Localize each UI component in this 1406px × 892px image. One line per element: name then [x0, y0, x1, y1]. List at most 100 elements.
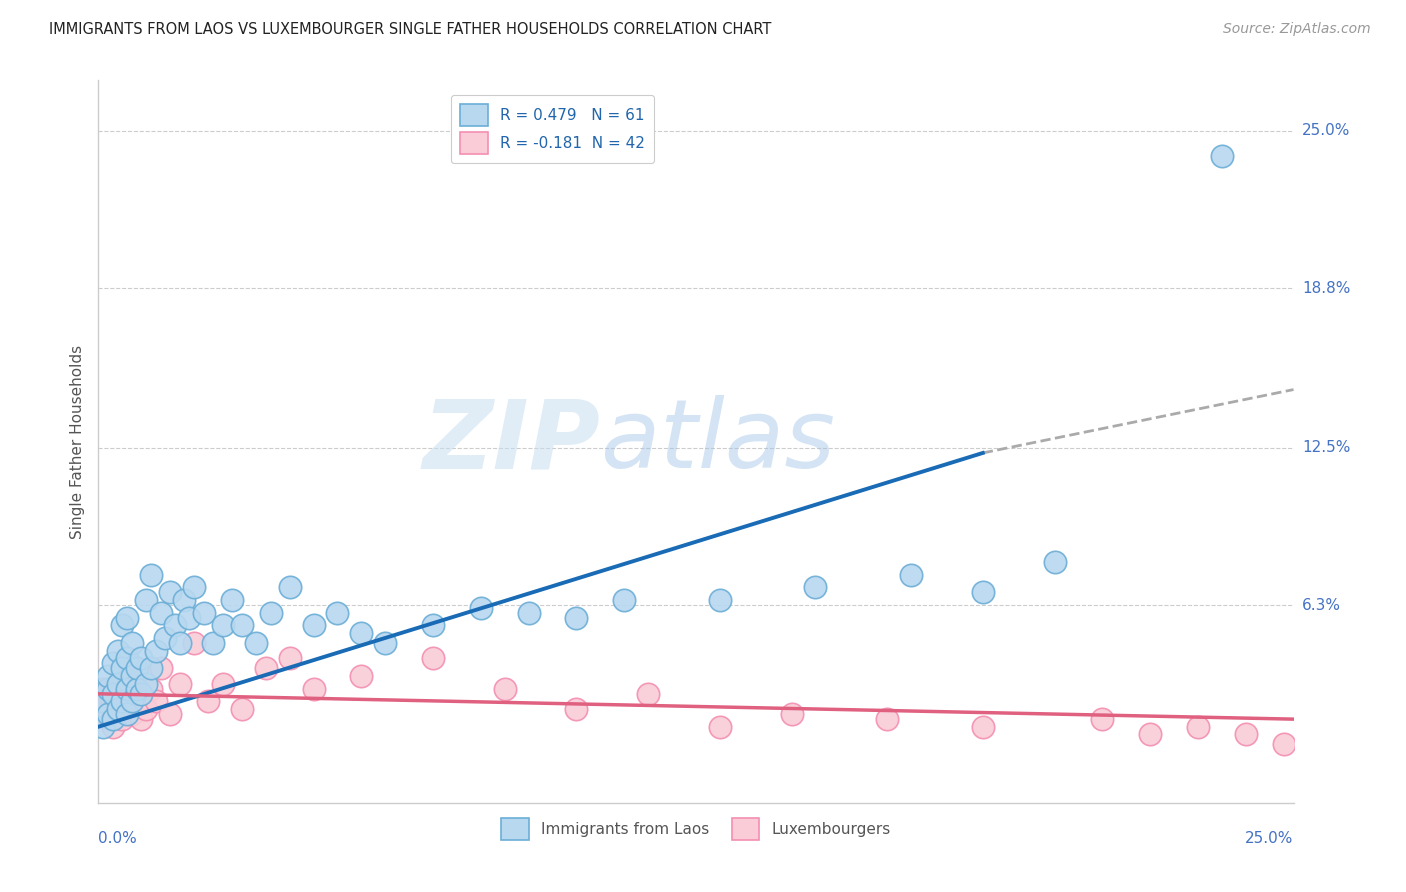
Point — [121, 707, 143, 722]
Point — [278, 580, 301, 594]
Point — [159, 585, 181, 599]
Point — [709, 720, 731, 734]
Point — [115, 707, 138, 722]
Point — [121, 636, 143, 650]
Point — [139, 681, 162, 696]
Point — [107, 702, 129, 716]
Point — [121, 669, 143, 683]
Point — [183, 580, 205, 594]
Point — [245, 636, 267, 650]
Text: 18.8%: 18.8% — [1302, 281, 1350, 295]
Point — [326, 606, 349, 620]
Text: Source: ZipAtlas.com: Source: ZipAtlas.com — [1223, 22, 1371, 37]
Text: 25.0%: 25.0% — [1246, 830, 1294, 846]
Point — [149, 661, 172, 675]
Point — [163, 618, 186, 632]
Point — [780, 707, 803, 722]
Point — [637, 687, 659, 701]
Point — [107, 643, 129, 657]
Point — [139, 567, 162, 582]
Point — [111, 712, 134, 726]
Point — [139, 661, 162, 675]
Point — [97, 687, 120, 701]
Point — [111, 661, 134, 675]
Text: 25.0%: 25.0% — [1302, 123, 1350, 138]
Point — [107, 707, 129, 722]
Point — [155, 631, 177, 645]
Point — [231, 702, 253, 716]
Point — [101, 657, 124, 671]
Text: 6.3%: 6.3% — [1302, 598, 1341, 613]
Point — [101, 720, 124, 734]
Text: IMMIGRANTS FROM LAOS VS LUXEMBOURGER SINGLE FATHER HOUSEHOLDS CORRELATION CHART: IMMIGRANTS FROM LAOS VS LUXEMBOURGER SIN… — [49, 22, 772, 37]
Point — [565, 611, 588, 625]
Point — [804, 580, 827, 594]
Point — [125, 681, 148, 696]
Point — [107, 676, 129, 690]
Point — [1187, 720, 1209, 734]
Point — [97, 681, 120, 696]
Point — [115, 669, 138, 683]
Point — [374, 636, 396, 650]
Point — [115, 651, 138, 665]
Point — [422, 618, 444, 632]
Point — [254, 661, 277, 675]
Point — [97, 712, 120, 726]
Point — [1139, 727, 1161, 741]
Point — [107, 676, 129, 690]
Point — [211, 618, 233, 632]
Point — [121, 694, 143, 708]
Point — [1234, 727, 1257, 741]
Point — [517, 606, 540, 620]
Point — [97, 669, 120, 683]
Point — [302, 618, 325, 632]
Point — [197, 694, 219, 708]
Point — [101, 712, 124, 726]
Point — [876, 712, 898, 726]
Point — [135, 676, 157, 690]
Point — [350, 626, 373, 640]
Point — [145, 694, 167, 708]
Point — [159, 707, 181, 722]
Point — [131, 687, 153, 701]
Point — [1211, 149, 1233, 163]
Point — [169, 676, 191, 690]
Point — [1272, 738, 1295, 752]
Point — [149, 606, 172, 620]
Legend: Immigrants from Laos, Luxembourgers: Immigrants from Laos, Luxembourgers — [495, 812, 897, 846]
Point — [169, 636, 191, 650]
Point — [125, 661, 148, 675]
Point — [350, 669, 373, 683]
Point — [494, 681, 516, 696]
Point — [202, 636, 225, 650]
Point — [101, 694, 124, 708]
Point — [470, 600, 492, 615]
Point — [302, 681, 325, 696]
Text: atlas: atlas — [600, 395, 835, 488]
Point — [91, 694, 114, 708]
Point — [709, 593, 731, 607]
Point — [115, 694, 138, 708]
Point — [111, 618, 134, 632]
Point — [135, 702, 157, 716]
Point — [179, 611, 201, 625]
Point — [422, 651, 444, 665]
Point — [111, 694, 134, 708]
Point — [125, 687, 148, 701]
Point — [91, 720, 114, 734]
Point — [1043, 555, 1066, 569]
Point — [193, 606, 215, 620]
Point — [91, 681, 114, 696]
Point — [259, 606, 281, 620]
Point — [131, 651, 153, 665]
Point — [565, 702, 588, 716]
Point — [131, 712, 153, 726]
Point — [231, 618, 253, 632]
Point — [115, 611, 138, 625]
Point — [111, 702, 134, 716]
Point — [972, 585, 994, 599]
Point — [613, 593, 636, 607]
Point — [173, 593, 195, 607]
Point — [221, 593, 243, 607]
Point — [101, 687, 124, 701]
